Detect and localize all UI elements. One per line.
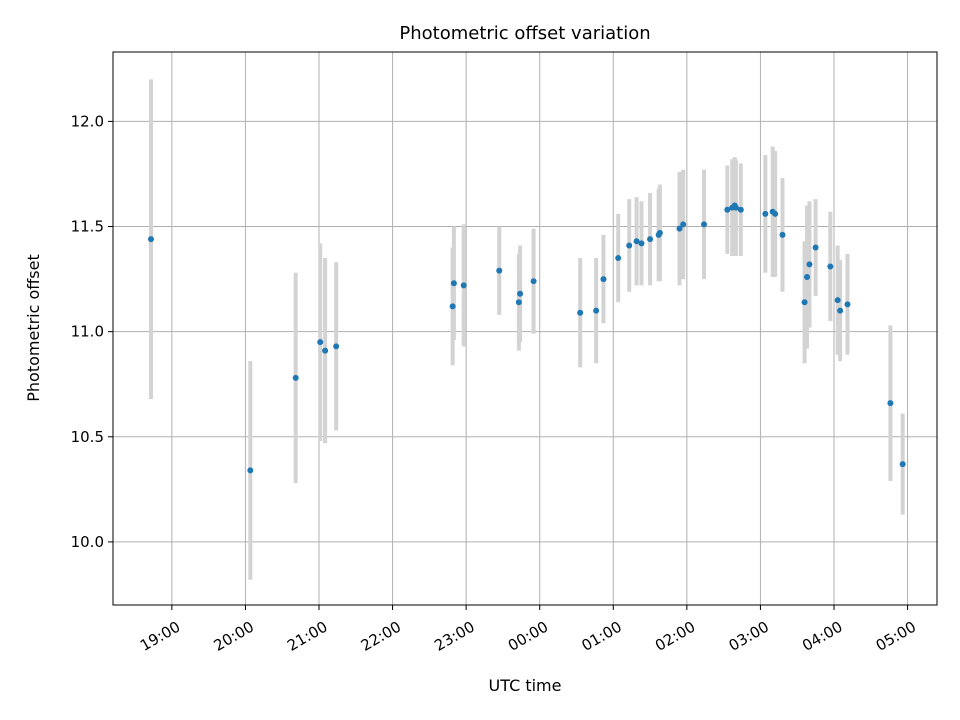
data-point bbox=[626, 242, 633, 249]
data-point bbox=[333, 343, 340, 350]
data-point bbox=[517, 290, 524, 297]
data-point bbox=[676, 225, 683, 232]
data-point bbox=[577, 309, 584, 316]
data-point bbox=[515, 299, 522, 306]
data-point bbox=[806, 261, 813, 268]
data-point bbox=[762, 210, 769, 217]
data-point bbox=[593, 307, 600, 314]
data-point bbox=[899, 461, 906, 468]
data-point bbox=[496, 267, 503, 274]
y-axis: 10.0 10.5 11.0 11.5 12.0 bbox=[71, 112, 113, 551]
data-point bbox=[460, 282, 467, 289]
data-point bbox=[530, 278, 537, 285]
y-axis-label: Photometric offset bbox=[24, 254, 43, 402]
data-point bbox=[450, 280, 457, 287]
data-point bbox=[724, 206, 731, 213]
data-point bbox=[647, 236, 654, 243]
y-tick-label: 11.5 bbox=[71, 218, 104, 236]
data-point bbox=[247, 467, 254, 474]
y-tick-label: 10.0 bbox=[71, 533, 104, 551]
data-point bbox=[887, 400, 894, 407]
chart-title: Photometric offset variation bbox=[399, 23, 650, 44]
data-points bbox=[148, 202, 906, 474]
y-tick-label: 11.0 bbox=[71, 323, 104, 341]
data-point bbox=[148, 236, 155, 243]
x-axis-label: UTC time bbox=[489, 676, 562, 695]
data-point bbox=[656, 229, 663, 236]
data-point bbox=[844, 301, 851, 308]
data-point bbox=[680, 221, 687, 228]
data-point bbox=[737, 206, 744, 213]
y-tick-label: 12.0 bbox=[71, 112, 104, 130]
data-point bbox=[449, 303, 456, 310]
data-point bbox=[292, 374, 299, 381]
data-point bbox=[638, 240, 645, 247]
data-point bbox=[322, 347, 329, 354]
data-point bbox=[615, 255, 622, 262]
data-point bbox=[827, 263, 834, 270]
data-point bbox=[837, 307, 844, 314]
data-point bbox=[732, 204, 739, 211]
data-point bbox=[801, 299, 808, 306]
data-point bbox=[812, 244, 819, 251]
plot-frame bbox=[112, 51, 938, 606]
data-point bbox=[804, 273, 811, 280]
data-point bbox=[779, 231, 786, 238]
data-point bbox=[633, 238, 640, 245]
data-point bbox=[600, 276, 607, 283]
data-point bbox=[701, 221, 708, 228]
data-point bbox=[317, 339, 324, 346]
y-tick-label: 10.5 bbox=[71, 428, 104, 446]
data-point bbox=[772, 210, 779, 217]
data-point bbox=[834, 297, 841, 304]
